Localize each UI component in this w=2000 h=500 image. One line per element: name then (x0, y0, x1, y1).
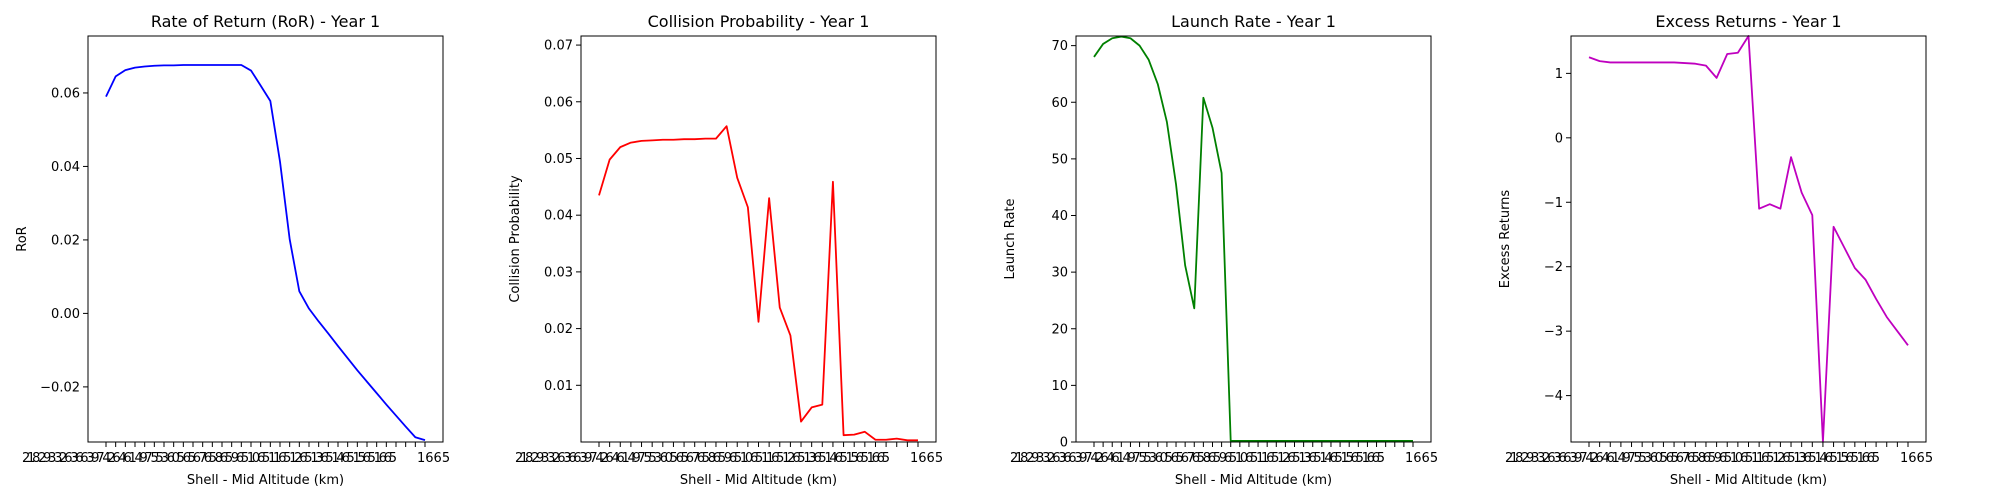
chart-launch-rate: 0 10 20 30 40 50 60 70 218 293 326 366 397 426 4… (1003, 12, 1438, 488)
y-tick-label: 10 (1051, 379, 1068, 394)
chart-ror: −0.02 0.00 0.02 0.04 0.06 218 293 326 366 397… (15, 12, 450, 488)
x-axis-label: Shell - Mid Altitude (km) (680, 473, 837, 488)
x-tick-labels: 218 293 326 366 397 426 461 497 553 605 … (515, 451, 890, 466)
y-tick-label: 0.07 (544, 39, 573, 54)
series-line (1093, 35, 1413, 442)
axes-frame (1075, 35, 1432, 443)
y-tick-label: 0.01 (544, 379, 573, 394)
x-tick-labels: 218 293 326 366 397 426 461 497 553 605 … (1010, 451, 1385, 466)
series-line (1588, 35, 1909, 443)
chart-title: Collision Probability - Year 1 (648, 12, 870, 31)
y-axis-label: Launch Rate (1003, 198, 1018, 279)
y-tick-label: 0.04 (51, 160, 80, 175)
series-line (598, 125, 918, 442)
y-tick-label: −4 (1544, 389, 1563, 404)
x-axis-label: Shell - Mid Altitude (km) (187, 473, 344, 488)
y-tick-label: −3 (1544, 325, 1563, 340)
x-axis-label: Shell - Mid Altitude (km) (1175, 473, 1332, 488)
x-tick-label-last: 1665 (910, 451, 943, 466)
y-tick-label: 20 (1051, 322, 1068, 337)
y-axis-label: RoR (15, 226, 30, 251)
y-tick-label: 50 (1051, 152, 1068, 167)
x-tick-label-last: 1665 (1405, 451, 1438, 466)
y-axis-label: Excess Returns (1498, 190, 1513, 289)
chart-collision-probability: 0.01 0.02 0.03 0.04 0.05 0.06 0.07 218 293 326 … (508, 12, 943, 488)
chart-title: Excess Returns - Year 1 (1655, 12, 1841, 31)
y-tick-label: 0 (1060, 436, 1068, 451)
y-tick-label: 1 (1555, 67, 1563, 82)
y-tick-label: 0.05 (544, 152, 573, 167)
series-line (105, 64, 426, 442)
y-tick-label: −2 (1544, 260, 1563, 275)
y-tick-label: 0.03 (544, 265, 573, 280)
x-tick-labels: 218 293 326 366 397 426 461 497 553 605 … (22, 451, 397, 466)
y-tick-label: 70 (1051, 39, 1068, 54)
y-tick-label: 30 (1051, 266, 1068, 281)
y-tick-label: 0.00 (51, 307, 80, 322)
y-tick-label: 60 (1051, 96, 1068, 111)
y-tick-label: 0.04 (544, 209, 573, 224)
axes-frame (580, 35, 937, 443)
x-axis-label: Shell - Mid Altitude (km) (1670, 473, 1827, 488)
y-tick-label: −0.02 (40, 380, 80, 395)
y-tick-label: 0.06 (544, 95, 573, 110)
x-tick-label-last: 1665 (417, 451, 450, 466)
x-tick-label-last: 1665 (1900, 451, 1933, 466)
y-tick-label: −1 (1544, 196, 1563, 211)
chart-title: Launch Rate - Year 1 (1171, 12, 1336, 31)
chart-excess-returns: −4 −3 −2 −1 0 1 218 293 326 366 397 426 461 49… (1498, 12, 1933, 488)
y-tick-label: 0.02 (544, 322, 573, 337)
x-tick-labels: 218 293 326 366 397 426 461 497 553 605 … (1505, 451, 1880, 466)
axes-frame (1570, 35, 1927, 443)
chart-title: Rate of Return (RoR) - Year 1 (151, 12, 380, 31)
y-tick-label: 0.06 (51, 86, 80, 101)
y-axis-label: Collision Probability (508, 175, 523, 303)
axes-frame (87, 35, 444, 443)
y-tick-label: 40 (1051, 209, 1068, 224)
y-tick-label: 0 (1555, 131, 1563, 146)
y-tick-label: 0.02 (51, 233, 80, 248)
